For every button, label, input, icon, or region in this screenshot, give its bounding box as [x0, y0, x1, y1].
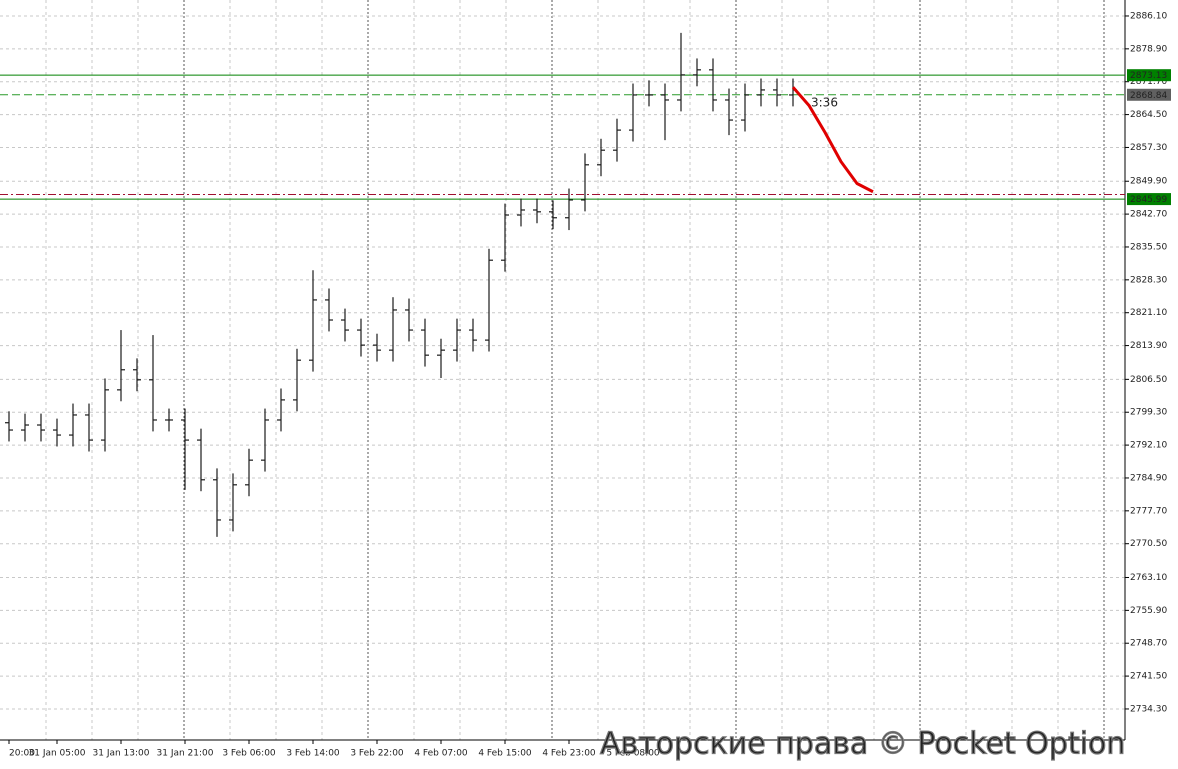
y-tick-label: 2792.10 — [1130, 441, 1167, 451]
x-tick-label: 31 Jan 05:00 — [29, 749, 86, 759]
y-tick-label: 2849.90 — [1130, 177, 1167, 187]
y-tick-label: 2784.90 — [1130, 473, 1167, 483]
y-tick-label: 2755.90 — [1130, 606, 1167, 616]
y-tick-label: 2857.30 — [1130, 143, 1167, 153]
y-tick-label: 2770.50 — [1130, 539, 1167, 549]
x-tick-label: 4 Feb 07:00 — [414, 749, 468, 759]
x-tick-label: 20:00 — [9, 749, 35, 759]
y-tick-label: 2828.30 — [1130, 275, 1167, 285]
y-tick-label: 2871.70 — [1130, 77, 1167, 87]
y-tick-label: 2734.30 — [1130, 704, 1167, 714]
level-label: 2868.84 — [1130, 91, 1167, 101]
watermark: Авторские права © Pocket Option — [600, 727, 1125, 762]
y-tick-label: 2741.50 — [1130, 672, 1167, 682]
level-label-box — [1127, 88, 1171, 101]
y-tick-label: 2777.70 — [1130, 506, 1167, 516]
x-tick-label: 3 Feb 14:00 — [286, 749, 340, 759]
x-tick-label: 4 Feb 23:00 — [542, 749, 596, 759]
level-label: 2845.99 — [1130, 195, 1167, 205]
x-tick-label: 31 Jan 21:00 — [157, 749, 214, 759]
y-tick-label: 2878.90 — [1130, 44, 1167, 54]
x-tick-label: 3 Feb 06:00 — [222, 749, 276, 759]
y-tick-label: 2864.50 — [1130, 110, 1167, 120]
y-tick-label: 2813.90 — [1130, 341, 1167, 351]
y-tick-label: 2799.30 — [1130, 408, 1167, 418]
forecast-line — [791, 86, 874, 194]
y-tick-label: 2806.50 — [1130, 375, 1167, 385]
timer-label: 3:36 — [811, 96, 838, 110]
x-tick-label: 31 Jan 13:00 — [93, 749, 150, 759]
y-tick-label: 2763.10 — [1130, 573, 1167, 583]
level-label-box — [1127, 69, 1171, 82]
y-tick-label: 2821.10 — [1130, 308, 1167, 318]
y-tick-label: 2886.10 — [1130, 11, 1167, 21]
y-tick-label: 2835.50 — [1130, 242, 1167, 252]
level-label-box — [1127, 193, 1171, 206]
x-tick-label: 5 Feb 08:00 — [606, 749, 660, 759]
y-tick-label: 2842.70 — [1130, 210, 1167, 220]
level-label: 2873.13 — [1130, 71, 1167, 81]
x-tick-label: 4 Feb 15:00 — [478, 749, 532, 759]
y-tick-label: 2748.70 — [1130, 639, 1167, 649]
x-tick-label: 3 Feb 22:00 — [350, 749, 404, 759]
